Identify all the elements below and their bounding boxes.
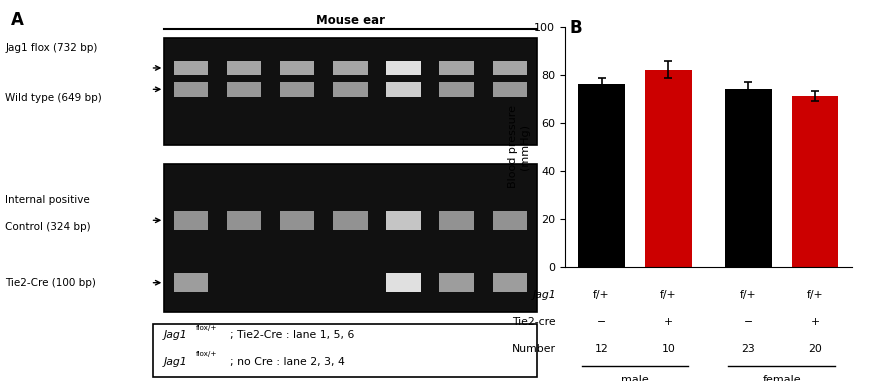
- Text: ; Tie2-Cre : lane 1, 5, 6: ; Tie2-Cre : lane 1, 5, 6: [230, 330, 355, 340]
- Text: 1: 1: [188, 324, 195, 334]
- Bar: [645, 70, 692, 267]
- Y-axis label: Blood pressure
(mmHg): Blood pressure (mmHg): [508, 105, 530, 188]
- Bar: [174, 211, 208, 230]
- Text: A: A: [11, 11, 23, 29]
- Bar: [387, 211, 421, 230]
- Bar: [333, 61, 368, 75]
- Text: −: −: [744, 317, 753, 327]
- Bar: [174, 82, 208, 97]
- Text: flox/+: flox/+: [196, 325, 217, 331]
- Bar: [280, 211, 315, 230]
- Bar: [333, 82, 368, 97]
- Bar: [280, 82, 315, 97]
- Bar: [440, 211, 474, 230]
- Text: M: M: [399, 324, 408, 334]
- Text: ; no Cre : lane 2, 3, 4: ; no Cre : lane 2, 3, 4: [230, 357, 345, 367]
- Text: f/+: f/+: [594, 290, 610, 300]
- Text: Tie2-Cre (100 bp): Tie2-Cre (100 bp): [5, 278, 96, 288]
- Bar: [440, 61, 474, 75]
- Text: Control (324 bp): Control (324 bp): [5, 222, 91, 232]
- Text: 3: 3: [294, 324, 301, 334]
- Bar: [174, 61, 208, 75]
- Bar: [387, 82, 421, 97]
- Text: 10: 10: [661, 344, 675, 354]
- Bar: [578, 84, 625, 267]
- Text: Wild type (649 bp): Wild type (649 bp): [5, 93, 103, 103]
- Text: 5: 5: [454, 324, 461, 334]
- Bar: [493, 82, 527, 97]
- Text: Jag1: Jag1: [164, 357, 188, 367]
- Text: Jag1: Jag1: [164, 330, 188, 340]
- Text: Jag1 flox (732 bp): Jag1 flox (732 bp): [5, 43, 98, 53]
- Text: Tie2-cre: Tie2-cre: [513, 317, 556, 327]
- Bar: [227, 61, 262, 75]
- Text: B: B: [569, 19, 582, 37]
- Bar: [792, 96, 839, 267]
- Text: +: +: [811, 317, 819, 327]
- Bar: [227, 82, 262, 97]
- Text: −: −: [597, 317, 606, 327]
- Bar: [493, 61, 527, 75]
- Text: Jag1: Jag1: [533, 290, 556, 300]
- Bar: [387, 273, 421, 292]
- Bar: [227, 211, 262, 230]
- Text: 23: 23: [741, 344, 755, 354]
- Bar: [333, 211, 368, 230]
- Bar: [493, 273, 527, 292]
- Text: female: female: [762, 375, 801, 381]
- Text: male: male: [621, 375, 649, 381]
- Bar: [440, 82, 474, 97]
- Bar: [174, 273, 208, 292]
- Text: 6: 6: [507, 324, 514, 334]
- Text: 20: 20: [808, 344, 822, 354]
- Text: f/+: f/+: [660, 290, 677, 300]
- Text: +: +: [664, 317, 673, 327]
- Text: 12: 12: [594, 344, 608, 354]
- Text: Internal positive: Internal positive: [5, 195, 90, 205]
- Bar: [280, 61, 315, 75]
- Bar: [153, 324, 536, 377]
- Text: f/+: f/+: [806, 290, 823, 300]
- Text: Mouse ear: Mouse ear: [315, 14, 385, 27]
- Text: 4: 4: [347, 324, 354, 334]
- Bar: [164, 38, 536, 145]
- Bar: [725, 89, 772, 267]
- Text: 2: 2: [241, 324, 248, 334]
- Bar: [387, 61, 421, 75]
- Text: flox/+: flox/+: [196, 351, 217, 357]
- Bar: [440, 273, 474, 292]
- Text: f/+: f/+: [740, 290, 757, 300]
- Text: Number: Number: [512, 344, 556, 354]
- Bar: [493, 211, 527, 230]
- Bar: [164, 164, 536, 312]
